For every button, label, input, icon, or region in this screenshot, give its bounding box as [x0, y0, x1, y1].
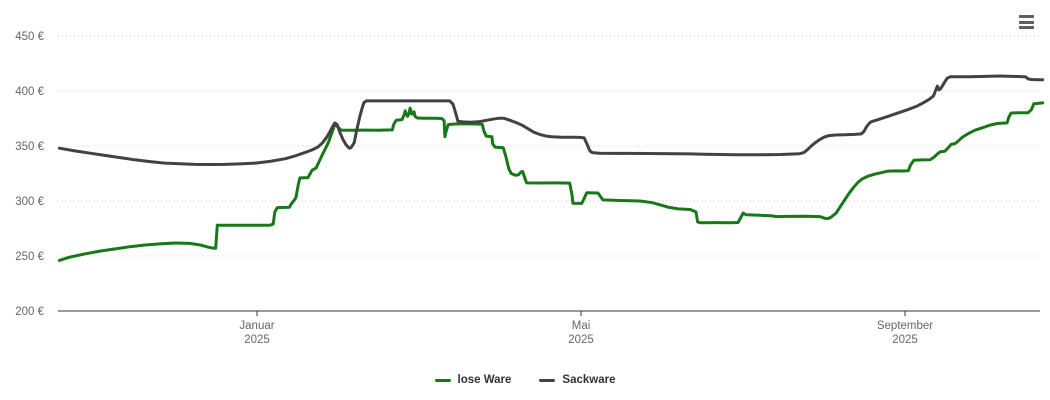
y-axis-label: 400 € — [15, 86, 44, 98]
lose-ware-swatch — [434, 378, 451, 382]
y-axis-label: 300 € — [15, 196, 44, 208]
y-axis-label: 450 € — [15, 31, 44, 43]
chart-context-menu-button[interactable] — [1013, 11, 1039, 33]
x-axis-label-year: 2025 — [568, 334, 594, 346]
x-axis-label: Januar — [239, 320, 274, 332]
sackware-line — [57, 74, 1045, 166]
legend-item-lose-ware[interactable]: lose Ware — [434, 374, 512, 386]
x-axis-label-year: 2025 — [244, 334, 270, 346]
legend-item-sackware[interactable]: Sackware — [539, 374, 615, 386]
hamburger-icon — [1018, 15, 1034, 29]
chart-legend: lose Ware Sackware — [0, 374, 1050, 386]
legend-label-lose-ware: lose Ware — [457, 374, 512, 386]
y-axis-label: 250 € — [15, 251, 44, 263]
x-axis-label: September — [877, 320, 933, 332]
x-axis-label: Mai — [572, 320, 591, 332]
y-axis-label: 200 € — [15, 306, 44, 318]
x-axis-label-year: 2025 — [892, 334, 918, 346]
sackware-swatch — [539, 378, 556, 382]
lose-ware-line — [57, 101, 1045, 262]
y-axis-label: 350 € — [15, 141, 44, 153]
legend-label-sackware: Sackware — [562, 374, 616, 386]
